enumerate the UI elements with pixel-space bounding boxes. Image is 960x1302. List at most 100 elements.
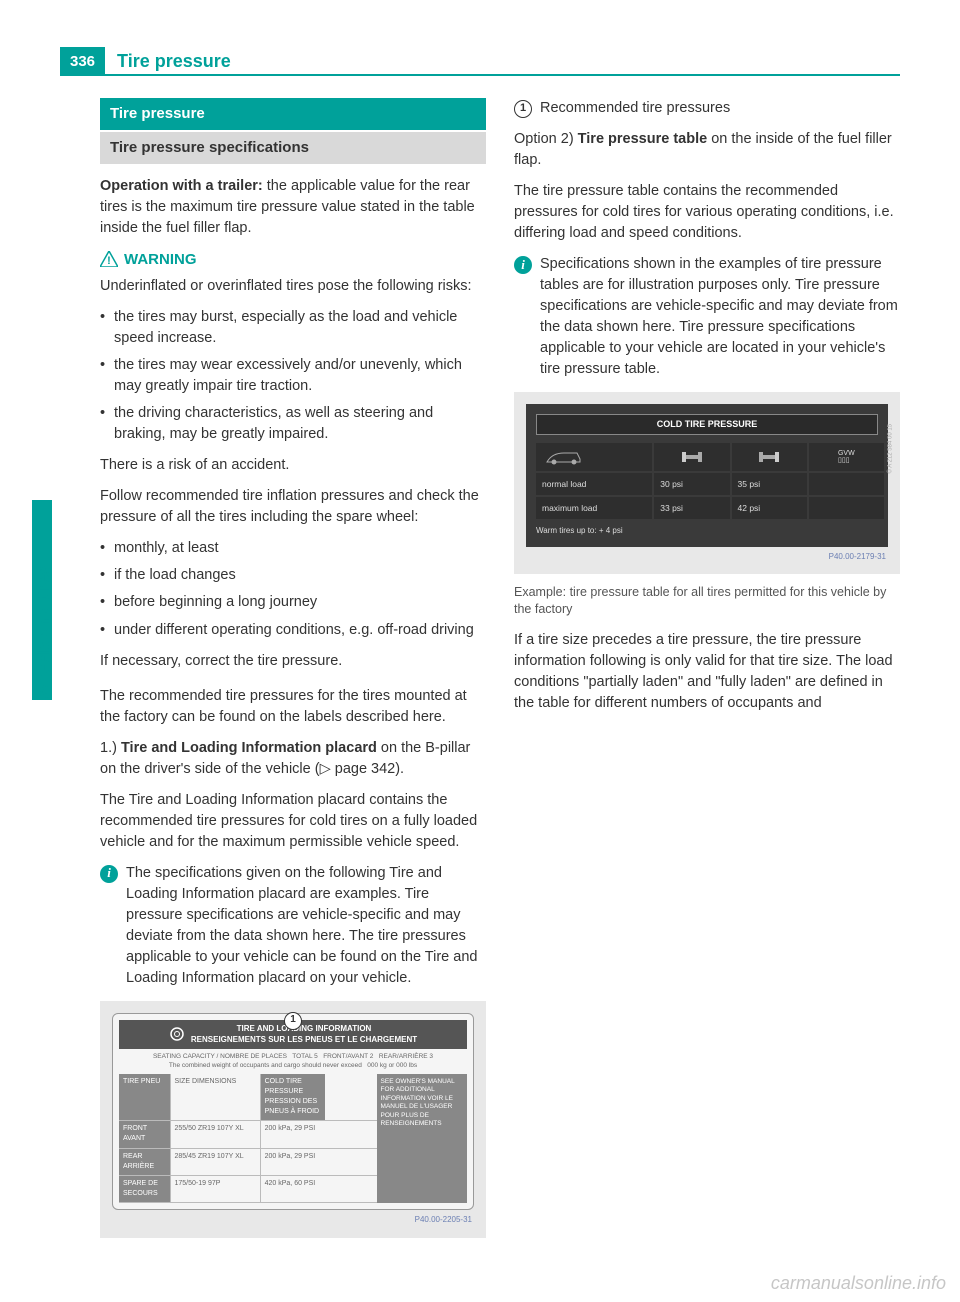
ptable-sideref: © A 212 584 00 15 — [886, 424, 895, 473]
placard-front-press: 200 kPa, 29 PSI — [261, 1121, 325, 1147]
body-p1: The recommended tire pressures for the t… — [100, 686, 486, 728]
info-icon: i — [100, 865, 118, 883]
placard-title-en: TIRE AND LOADING INFORMATION — [191, 1023, 417, 1035]
bullet-text: the tires may burst, especially as the l… — [114, 307, 486, 349]
ptable-front-icon — [654, 443, 729, 471]
page-number: 336 — [60, 47, 105, 75]
bullet-item: •under different operating conditions, e… — [100, 620, 486, 641]
warning-risk-statement: There is a risk of an accident. — [100, 455, 486, 476]
bullet-item: •the tires may burst, especially as the … — [100, 307, 486, 349]
content-columns: Tire pressure Tire pressure specificatio… — [100, 98, 900, 1242]
body2-p1: The tire pressure table contains the rec… — [514, 181, 900, 244]
warning-follow: Follow recommended tire inflation pressu… — [100, 486, 486, 528]
bullet-text: the driving characteristics, as well as … — [114, 403, 486, 445]
tire-icon — [169, 1026, 185, 1042]
callout-text: Recommended tire pressures — [540, 98, 730, 119]
opt2-bold: Tire pressure table — [578, 131, 708, 147]
ptable-normal-label: normal load — [536, 473, 652, 495]
info-text: The specifications given on the followin… — [126, 863, 486, 989]
placard-front-label: FRONT AVANT — [119, 1121, 171, 1147]
placard-rear-label: REAR ARRIÈRE — [119, 1149, 171, 1175]
placard-front-size: 255/50 ZR19 107Y XL — [171, 1121, 261, 1147]
placard-hdr-size: SIZE DIMENSIONS — [171, 1074, 261, 1121]
bullet-text: monthly, at least — [114, 538, 219, 559]
ptable-empty — [536, 443, 652, 471]
watermark: carmanualsonline.info — [771, 1273, 946, 1294]
info-note-2: i Specifications shown in the examples o… — [514, 254, 900, 380]
ptable-empty3 — [809, 497, 884, 519]
placard-hdr-press: COLD TIRE PRESSURE PRESSION DES PNEUS À … — [261, 1074, 325, 1121]
axle-front-icon — [680, 448, 704, 466]
placard-illustration: 1 TIRE AND LOADING INFORMATION RENSEIGNE… — [100, 1001, 486, 1238]
bullet-dot-icon: • — [100, 565, 114, 586]
info-icon: i — [514, 256, 532, 274]
placard-title-fr: RENSEIGNEMENTS SUR LES PNEUS ET LE CHARG… — [191, 1034, 417, 1046]
ptable-max-label: maximum load — [536, 497, 652, 519]
warning-lead: Underinflated or overinflated tires pose… — [100, 276, 486, 297]
placard-rear-press: 200 kPa, 29 PSI — [261, 1149, 325, 1175]
pressure-table-illustration: COLD TIRE PRESSURE GVW▯▯▯ normal load — [526, 404, 888, 547]
bullet-dot-icon: • — [100, 620, 114, 641]
warning-risk-bullets: •the tires may burst, especially as the … — [100, 307, 486, 445]
trailing-paragraph: If a tire size precedes a tire pressure,… — [514, 630, 900, 714]
page-header: 336 Tire pressure — [60, 48, 900, 76]
bullet-dot-icon: • — [100, 355, 114, 397]
callout-marker-1: 1 — [284, 1012, 302, 1030]
warning-closing: If necessary, correct the tire pressure. — [100, 651, 486, 672]
warning-triangle-icon: ! — [100, 251, 118, 267]
bullet-text: if the load changes — [114, 565, 236, 586]
body-p2: 1.) Tire and Loading Information placard… — [100, 738, 486, 780]
car-icon — [542, 447, 582, 467]
placard-rear-size: 285/45 ZR19 107Y XL — [171, 1149, 261, 1175]
bullet-text: before beginning a long journey — [114, 592, 317, 613]
bullet-item: •the driving characteristics, as well as… — [100, 403, 486, 445]
ptable-gvw-icon: GVW▯▯▯ — [809, 443, 884, 471]
placard-ref: P40.00-2205-31 — [112, 1210, 474, 1226]
placard-spare-label: SPARE DE SECOURS — [119, 1176, 171, 1202]
bullet-item: •if the load changes — [100, 565, 486, 586]
side-tab-label: Wheels and tires — [34, 565, 54, 700]
ptable-max-c1: 33 psi — [654, 497, 729, 519]
axle-rear-icon — [757, 448, 781, 466]
section-heading-main: Tire pressure — [100, 98, 486, 130]
ptable-empty2 — [809, 473, 884, 495]
p2-bold: Tire and Loading Information placard — [121, 740, 377, 756]
bullet-item: •monthly, at least — [100, 538, 486, 559]
intro-paragraph: Operation with a trailer: the applicable… — [100, 176, 486, 239]
callout-1: 1 Recommended tire pressures — [514, 98, 900, 119]
warning-check-bullets: •monthly, at least •if the load changes … — [100, 538, 486, 640]
manual-page: 336 Tire pressure Wheels and tires Tire … — [0, 0, 960, 1302]
option2-paragraph: Option 2) Tire pressure table on the ins… — [514, 129, 900, 171]
bullet-dot-icon: • — [100, 307, 114, 349]
placard-hdr-tire: TIRE PNEU — [119, 1074, 171, 1121]
ptable-normal-c1: 30 psi — [654, 473, 729, 495]
header-title: Tire pressure — [117, 51, 231, 72]
bullet-text: the tires may wear excessively and/or un… — [114, 355, 486, 397]
placard-figure: 1 TIRE AND LOADING INFORMATION RENSEIGNE… — [100, 1001, 486, 1238]
bullet-dot-icon: • — [100, 403, 114, 445]
svg-text:!: ! — [107, 255, 111, 267]
intro-label: Operation with a trailer: — [100, 178, 263, 194]
section-heading-sub: Tire pressure specifications — [100, 132, 486, 164]
ptable-ref: P40.00-2179-31 — [526, 547, 888, 563]
ptable-title: COLD TIRE PRESSURE — [536, 414, 878, 435]
bullet-text: under different operating conditions, e.… — [114, 620, 474, 641]
body-p3: The Tire and Loading Information placard… — [100, 790, 486, 853]
callout-number: 1 — [514, 100, 532, 118]
warning-title: WARNING — [124, 249, 197, 271]
placard-side-text: SEE OWNER'S MANUAL FOR ADDITIONAL INFORM… — [377, 1074, 467, 1203]
p2-prefix: 1.) — [100, 740, 121, 756]
ptable-note: Warm tires up to: + 4 psi — [536, 525, 878, 537]
bullet-dot-icon: • — [100, 592, 114, 613]
info-note-1: i The specifications given on the follow… — [100, 863, 486, 989]
info-text-2: Specifications shown in the examples of … — [540, 254, 900, 380]
ptable-max-c2: 42 psi — [732, 497, 807, 519]
bullet-item: •before beginning a long journey — [100, 592, 486, 613]
bullet-dot-icon: • — [100, 538, 114, 559]
ptable-normal-c2: 35 psi — [732, 473, 807, 495]
ptable-rear-icon — [732, 443, 807, 471]
figure-caption-2: Example: tire pressure table for all tir… — [514, 584, 900, 618]
pressure-table-figure: COLD TIRE PRESSURE GVW▯▯▯ normal load — [514, 392, 900, 574]
placard-spare-press: 420 kPa, 60 PSI — [261, 1176, 325, 1202]
opt2-prefix: Option 2) — [514, 131, 578, 147]
